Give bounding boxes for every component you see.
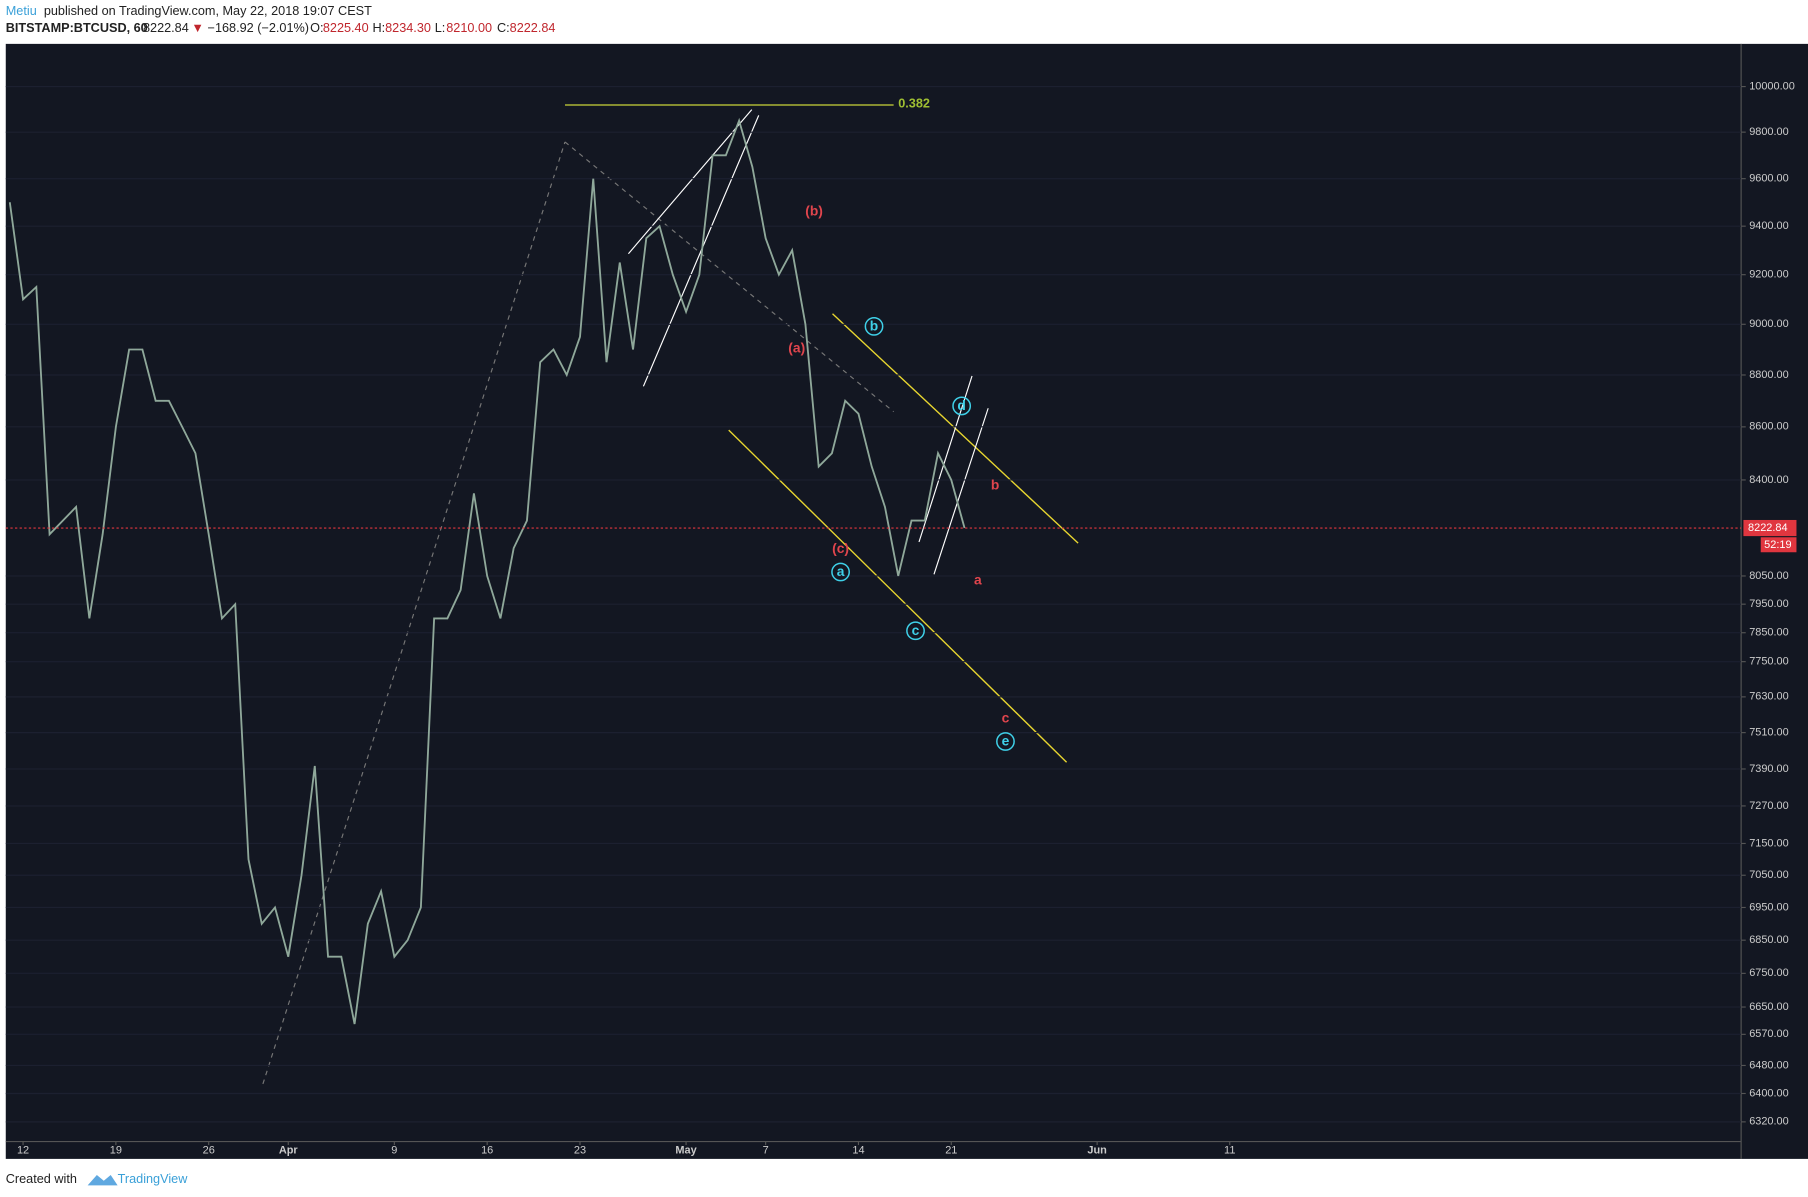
down-icon: ▼ xyxy=(191,21,204,35)
price-line xyxy=(8,117,966,1025)
y-tick-label: 6850.00 xyxy=(1749,934,1789,946)
wedge-line xyxy=(918,375,973,543)
y-tick-label: 7050.00 xyxy=(1749,869,1789,881)
close-label: C: xyxy=(497,21,510,35)
y-tick-label: 8400.00 xyxy=(1749,474,1789,486)
y-tick-label: 8050.00 xyxy=(1749,570,1789,582)
last-price-box xyxy=(1743,519,1797,537)
y-tick-label: 6650.00 xyxy=(1749,1001,1789,1013)
y-tick-label: 7390.00 xyxy=(1749,763,1789,775)
y-tick-label: 6570.00 xyxy=(1749,1028,1789,1040)
x-tick-label: Jun xyxy=(1087,1145,1106,1157)
drawings xyxy=(5,85,1742,1123)
x-tick-label: May xyxy=(675,1145,697,1157)
last-price-label: 8222.84 xyxy=(1748,522,1788,534)
y-tick-label: 6320.00 xyxy=(1749,1116,1789,1128)
wave-label: b xyxy=(991,477,999,493)
open: 8225.40 xyxy=(323,21,369,35)
y-tick-label: 8600.00 xyxy=(1749,421,1789,433)
footer-created: Created with xyxy=(6,1172,77,1186)
price-axis xyxy=(1741,43,1808,1159)
wave-label: c xyxy=(1002,710,1010,726)
y-tick-label: 9800.00 xyxy=(1749,126,1789,138)
y-tick-label: 6480.00 xyxy=(1749,1059,1789,1071)
y-tick-label: 9000.00 xyxy=(1749,318,1789,330)
y-tick-label: 7510.00 xyxy=(1749,727,1789,739)
open-label: O: xyxy=(310,21,323,35)
wedge-line xyxy=(627,109,753,255)
wave-label: a xyxy=(837,563,845,579)
wave-circle xyxy=(996,732,1015,751)
x-tick-label: 19 xyxy=(110,1145,122,1157)
x-tick-label: 23 xyxy=(574,1145,586,1157)
y-tick-label: 6400.00 xyxy=(1749,1087,1789,1099)
low: 8210.00 xyxy=(446,21,492,35)
wedge-line xyxy=(933,408,989,575)
y-tick-label: 6950.00 xyxy=(1749,901,1789,913)
x-tick-label: 21 xyxy=(945,1145,957,1157)
x-tick-label: 7 xyxy=(763,1145,769,1157)
y-tick-label: 7850.00 xyxy=(1749,627,1789,639)
trend-dashed xyxy=(564,141,894,413)
wave-label: b xyxy=(870,318,878,334)
y-tick-label: 9200.00 xyxy=(1749,269,1789,281)
low-label: L: xyxy=(435,21,446,35)
wave-label: (c) xyxy=(832,540,849,556)
wave-label: d xyxy=(957,397,965,413)
logo xyxy=(87,1175,118,1186)
x-tick-label: 14 xyxy=(852,1145,864,1157)
y-tick-label: 7750.00 xyxy=(1749,656,1789,668)
x-tick-label: 9 xyxy=(391,1145,397,1157)
x-tick-label: 26 xyxy=(203,1145,215,1157)
wave-circle xyxy=(906,621,925,641)
countdown-box xyxy=(1760,537,1797,553)
y-tick-label: 7630.00 xyxy=(1749,691,1789,703)
y-tick-label: 8800.00 xyxy=(1749,369,1789,381)
channel-line xyxy=(728,429,1068,763)
wave-label: c xyxy=(912,622,920,638)
wave-circle xyxy=(952,396,972,416)
time-axis xyxy=(5,1141,1742,1159)
y-tick-label: 9400.00 xyxy=(1749,220,1789,232)
wave-label: a xyxy=(974,571,982,587)
wave-label: (a) xyxy=(788,340,805,356)
price: 8222.84 xyxy=(143,21,189,35)
y-tick-label: 7150.00 xyxy=(1749,837,1789,849)
countdown-label: 52:19 xyxy=(1764,539,1791,551)
published: published on TradingView.com, May 22, 20… xyxy=(44,4,372,18)
footer-brand[interactable]: TradingView xyxy=(118,1172,189,1186)
wave-circle xyxy=(831,562,850,582)
wave-circle xyxy=(864,316,884,336)
symbol: BITSTAMP:BTCUSD, 60 xyxy=(6,21,148,35)
plot-area xyxy=(5,43,1742,1142)
high: 8234.30 xyxy=(385,21,431,35)
wave-label: 0.382 xyxy=(898,97,930,111)
x-tick-label: Apr xyxy=(279,1145,299,1157)
x-tick-label: 12 xyxy=(17,1145,29,1157)
change: −168.92 (−2.01%) xyxy=(208,21,309,35)
x-tick-label: 16 xyxy=(481,1145,493,1157)
wave-label: (b) xyxy=(805,202,823,218)
y-tick-label: 7950.00 xyxy=(1749,598,1789,610)
high-label: H: xyxy=(372,21,385,35)
author[interactable]: Metiu xyxy=(6,4,37,18)
trend-dashed xyxy=(262,141,566,1085)
wave-label: e xyxy=(1002,733,1010,749)
y-tick-label: 6750.00 xyxy=(1749,967,1789,979)
y-tick-label: 7270.00 xyxy=(1749,800,1789,812)
close: 8222.84 xyxy=(510,21,556,35)
y-tick-label: 9600.00 xyxy=(1749,173,1789,185)
x-tick-label: 11 xyxy=(1224,1145,1235,1157)
y-tick-label: 10000.00 xyxy=(1749,80,1795,92)
